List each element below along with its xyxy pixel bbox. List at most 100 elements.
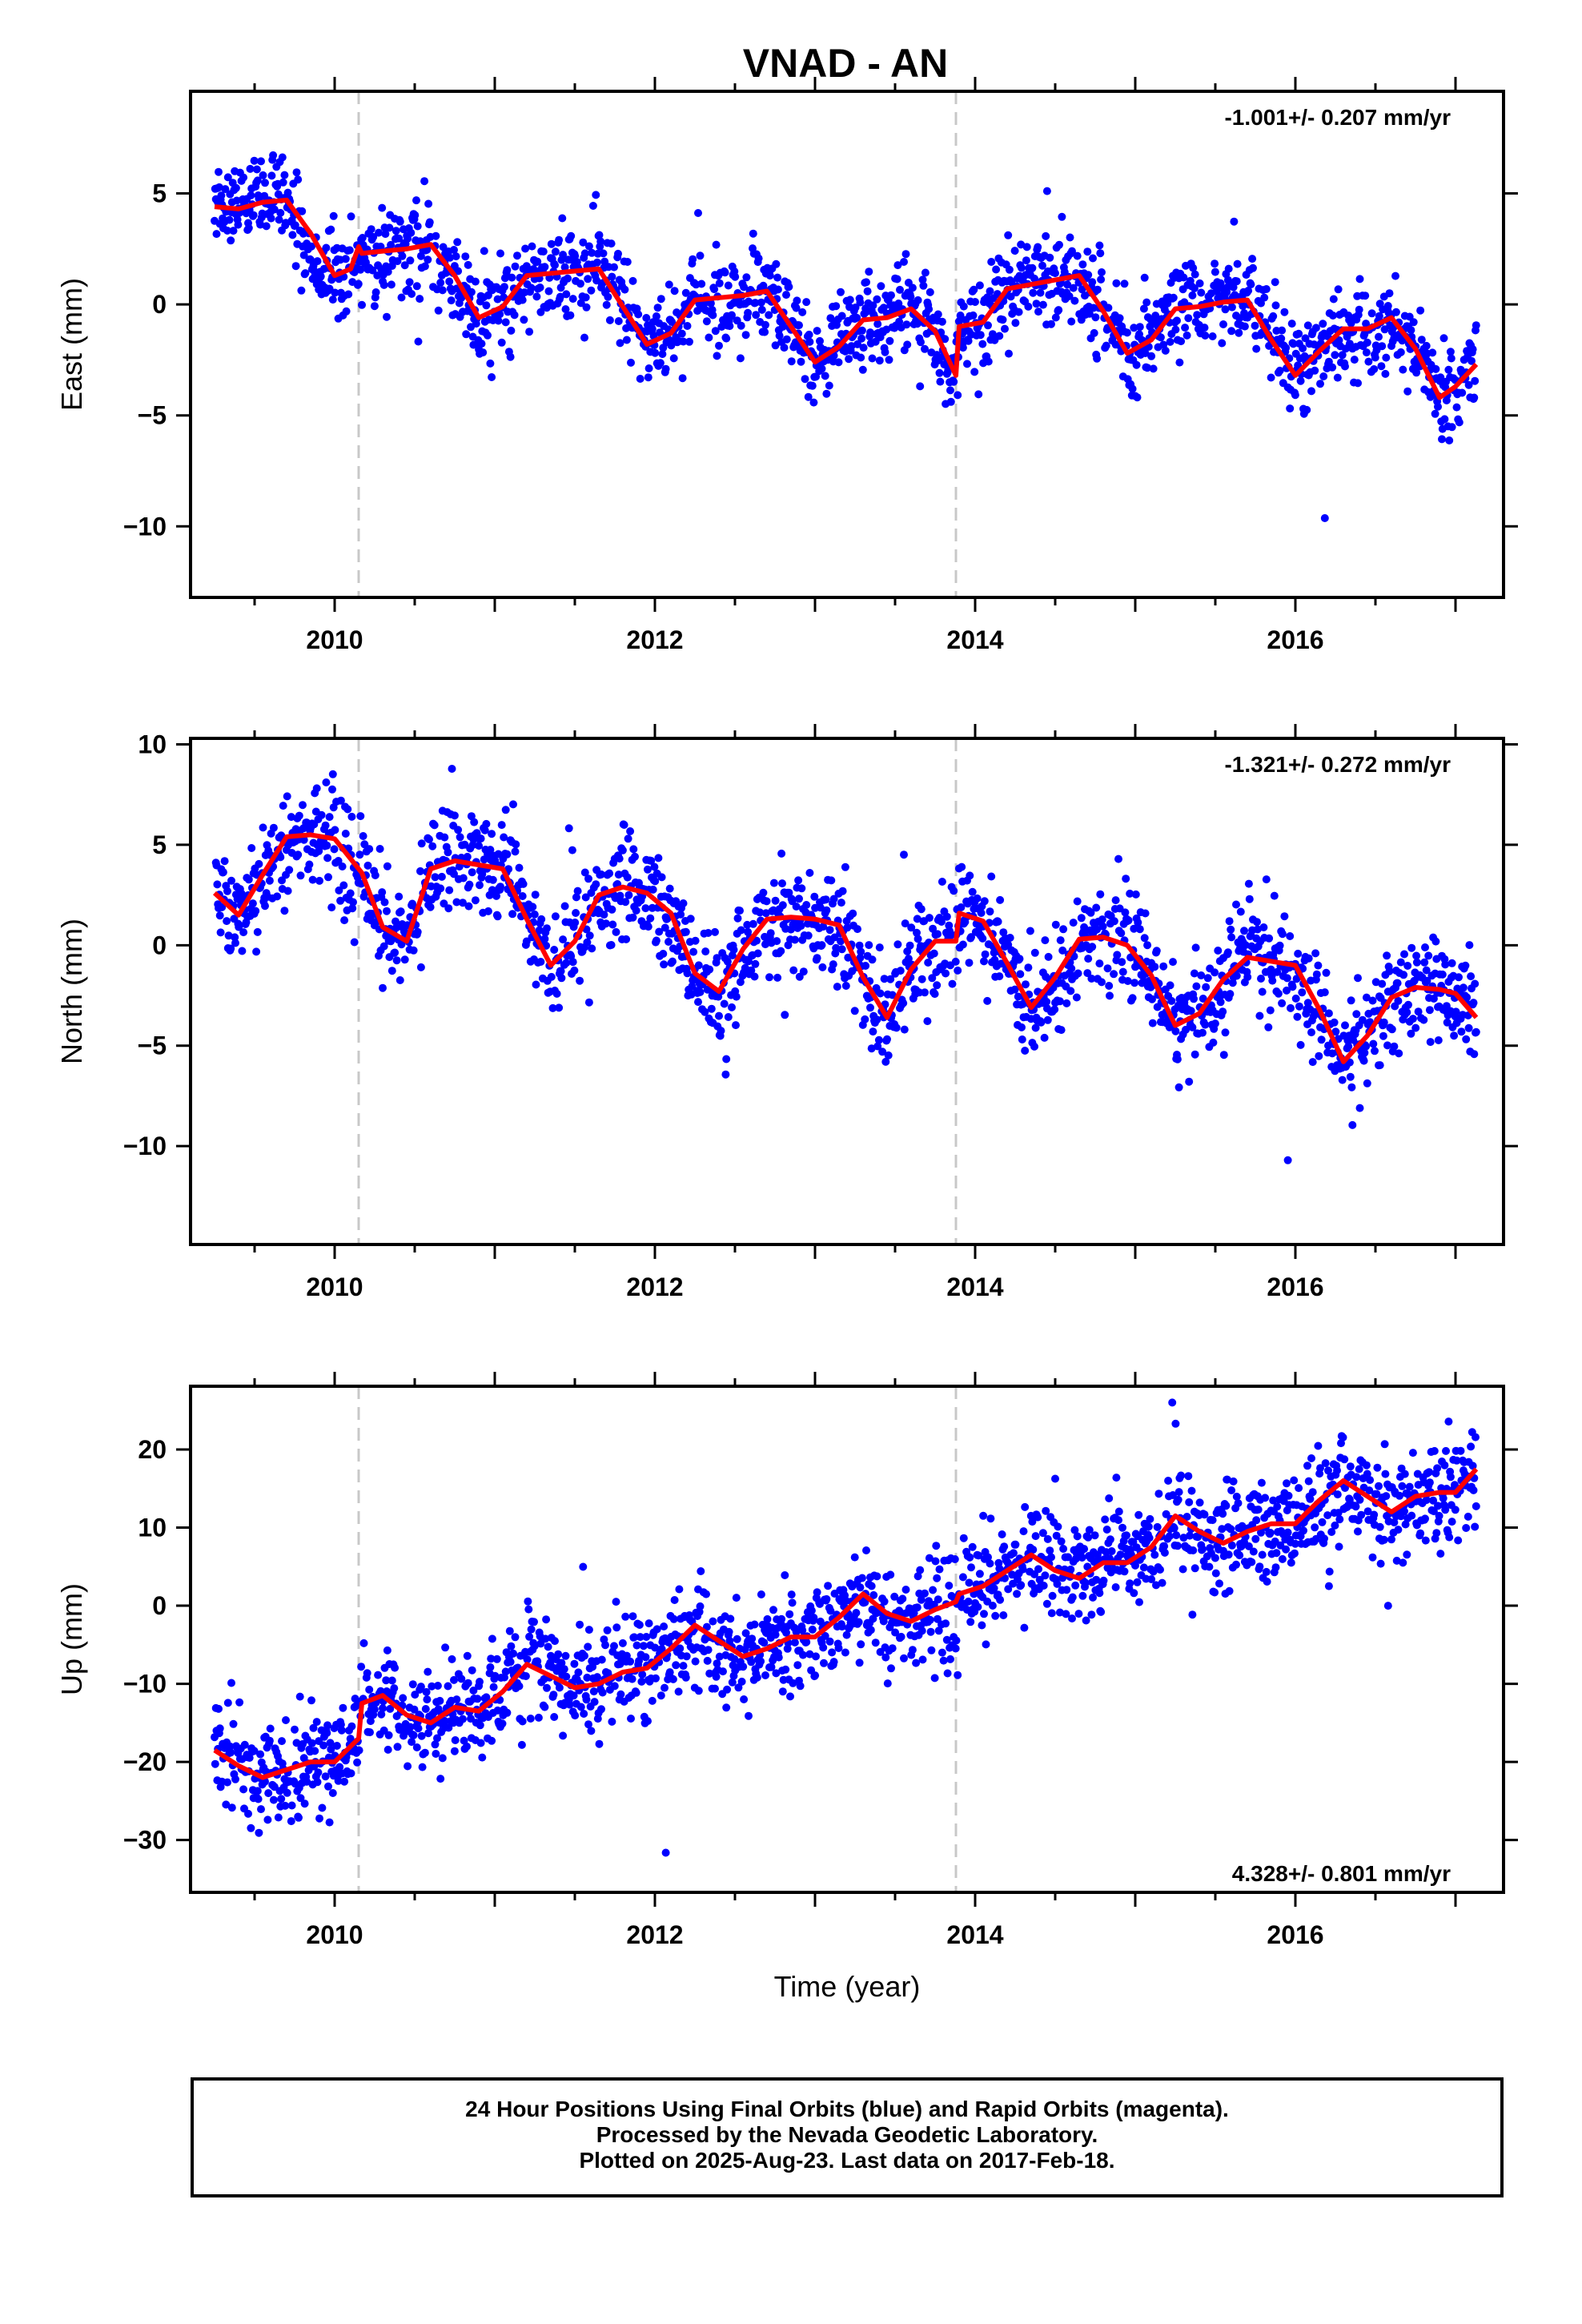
data-point [788,1598,797,1607]
data-point [486,846,495,854]
data-point [1006,934,1014,942]
data-point [963,360,971,368]
data-point [1283,1156,1292,1164]
data-point [453,238,462,247]
data-point [291,262,300,271]
data-point [464,260,472,269]
data-point [879,1617,888,1626]
data-point [1068,1593,1077,1602]
data-point [438,1754,447,1763]
data-point [527,1625,536,1634]
data-point [778,323,787,331]
data-point [805,330,813,339]
data-point [638,1671,647,1679]
data-point [1223,1475,1231,1484]
data-point [528,903,537,911]
data-point [1396,958,1405,967]
data-point [1362,1042,1371,1051]
data-point [618,1638,627,1647]
data-point [1097,1607,1106,1616]
data-point [593,1673,601,1682]
data-point [857,1640,865,1649]
data-point [433,1734,441,1743]
data-point [452,898,461,907]
data-point [1234,1499,1243,1507]
data-point [414,1724,423,1733]
data-point [1026,927,1034,935]
data-point [610,1682,619,1691]
data-point [447,296,456,305]
data-point [396,976,404,984]
data-point [414,337,423,346]
data-point [1209,1038,1218,1047]
data-point [741,331,750,340]
data-point [544,1642,552,1651]
data-point [1245,895,1254,903]
data-point [781,1571,789,1579]
data-point [450,811,459,820]
data-point [588,1663,597,1671]
data-point [404,1762,412,1771]
data-point [821,895,830,904]
data-point [424,199,433,208]
data-point [1267,965,1275,974]
data-point [312,784,321,793]
data-point [283,188,292,197]
data-point [424,255,432,264]
data-point [541,1634,550,1643]
data-point [417,839,426,848]
data-point [250,156,259,165]
data-point [866,328,874,337]
data-point [1030,948,1039,957]
data-point [1088,278,1097,287]
data-point [1092,903,1101,912]
data-point [984,357,993,366]
data-point [488,875,497,884]
data-point [712,240,721,249]
data-point [923,1017,932,1026]
data-point [641,1653,650,1662]
data-point [440,833,449,842]
data-point [951,1644,960,1653]
data-point [508,910,517,919]
data-point [321,1772,330,1781]
data-point [584,242,593,251]
data-point [391,1663,400,1672]
data-point [366,1728,374,1737]
data-point [614,870,623,879]
data-point [932,1542,941,1550]
data-point [1463,993,1472,1002]
data-point [511,847,520,856]
data-point [1017,1581,1026,1590]
data-point [656,359,665,368]
data-point [663,915,672,923]
data-point [1178,1565,1187,1574]
data-point [900,1654,908,1663]
data-point [521,1672,530,1680]
data-point [517,1740,526,1749]
data-point [851,304,860,312]
data-point [841,982,850,990]
data-point [1457,1027,1466,1036]
data-point [441,1643,450,1652]
data-point [1150,963,1159,971]
data-point [384,1731,393,1739]
data-point [1078,1554,1086,1562]
data-point [328,785,336,794]
data-point [865,267,873,276]
data-point [1122,875,1130,883]
data-point [450,246,458,254]
data-point [618,846,627,854]
data-point [805,1650,814,1659]
data-point [1055,997,1064,1006]
data-point [900,850,908,859]
data-point [408,1738,416,1747]
data-point [1051,920,1060,929]
data-point [859,344,868,352]
data-point [1130,924,1138,933]
data-point [1303,321,1312,330]
data-point [324,1782,332,1791]
data-point [1047,1609,1056,1618]
data-point [1054,306,1063,315]
data-point [1262,285,1271,293]
